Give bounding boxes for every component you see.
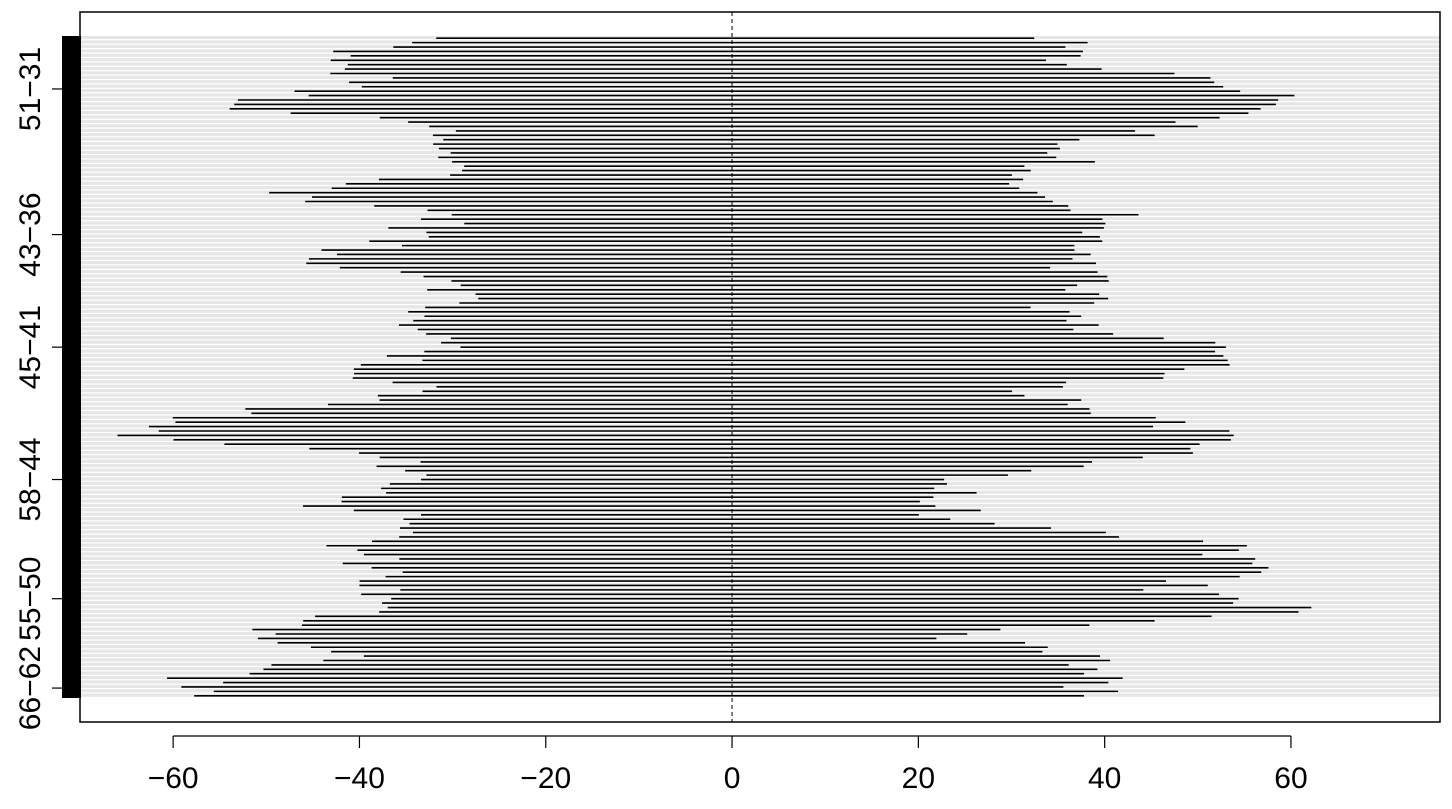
y-axis: 51−31 43−36 45−41 58−44 55−50 66−62 [14,47,62,730]
y-tick-label: 55−50 [14,557,47,641]
x-tick-label: 0 [724,762,741,795]
plot-frame [79,11,1441,723]
row-id-strip [62,36,81,698]
x-tick-label: 40 [1088,762,1121,795]
x-tick-label: −20 [520,762,571,795]
segment-layer [117,37,1312,697]
x-tick-label: 20 [902,762,935,795]
y-tick-label: 45−41 [14,305,47,389]
x-tick-label: −40 [334,762,385,795]
x-tick-label: −60 [148,762,199,795]
y-tick-label: 51−31 [14,47,47,131]
y-tick-label: 66−62 [14,646,47,730]
x-tick-label: 60 [1274,762,1307,795]
y-tick-label: 43−36 [14,192,47,276]
x-axis: −60 −40 −20 0 20 40 60 [148,735,1308,795]
y-tick-label: 58−44 [14,437,47,521]
